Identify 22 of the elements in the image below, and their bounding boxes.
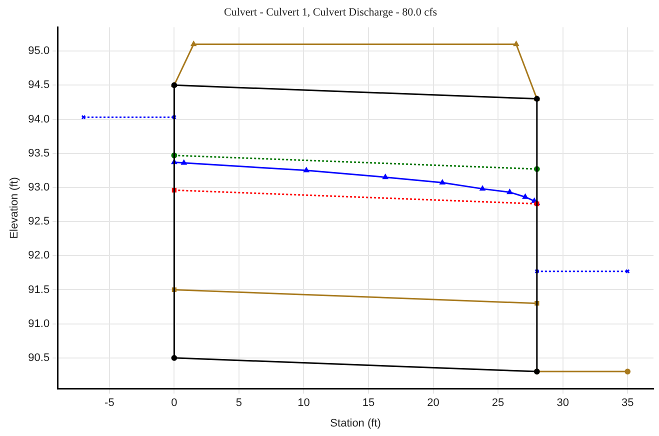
y-tick-label: 92.5 <box>28 216 50 228</box>
y-tick-label: 93.0 <box>28 181 50 194</box>
y-tick-label: 94.5 <box>28 79 50 92</box>
y-tick-label: 91.0 <box>28 318 50 330</box>
x-tick-label: 20 <box>427 397 440 410</box>
x-tick-label: 0 <box>171 397 178 410</box>
y-tick-label: 92.0 <box>28 250 50 262</box>
y-tick-label: 90.5 <box>28 352 50 364</box>
y-tick-label: 95.0 <box>28 45 50 58</box>
x-tick-label: 10 <box>298 397 310 410</box>
x-tick-label: 5 <box>236 397 242 410</box>
x-tick-label: 25 <box>492 397 504 410</box>
y-tick-label: 93.5 <box>28 147 50 160</box>
y-tick-label: 94.0 <box>28 113 50 126</box>
y-tick-label: 91.5 <box>28 284 50 296</box>
x-tick-label: -5 <box>104 397 114 410</box>
chart-title: Culvert - Culvert 1, Culvert Discharge - 80.0 cfs <box>224 6 438 18</box>
x-axis-title: Station (ft) <box>330 417 381 430</box>
x-tick-label: 35 <box>621 397 634 410</box>
x-tick-label: 30 <box>556 397 569 410</box>
x-tick-label: 15 <box>362 397 375 410</box>
y-axis-title: Elevation (ft) <box>8 177 21 239</box>
